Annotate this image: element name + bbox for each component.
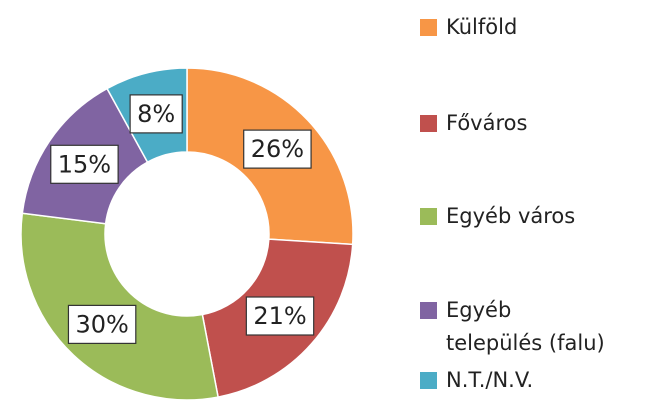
legend-label: Külföld [446, 15, 517, 39]
legend-label: N.T./N.V. [446, 368, 533, 392]
data-label-box [50, 144, 119, 184]
data-label: 26% [251, 135, 304, 163]
legend-swatch [420, 372, 437, 389]
legend-swatch [420, 208, 437, 225]
data-label-box [67, 304, 137, 344]
data-label: 30% [75, 310, 128, 338]
data-label: 8% [137, 100, 175, 128]
data-label: 15% [58, 150, 111, 178]
legend-swatch [420, 302, 437, 319]
legend-label: Egyéb város [446, 204, 575, 228]
data-label-box [243, 129, 312, 169]
legend-swatch [420, 19, 437, 36]
legend-label: Egyéb település (falu) [446, 298, 605, 355]
legend-swatch [420, 115, 437, 132]
data-label: 21% [253, 302, 306, 330]
legend-label: Főváros [446, 111, 527, 135]
data-label-box [245, 296, 315, 336]
data-label-box [129, 94, 183, 134]
